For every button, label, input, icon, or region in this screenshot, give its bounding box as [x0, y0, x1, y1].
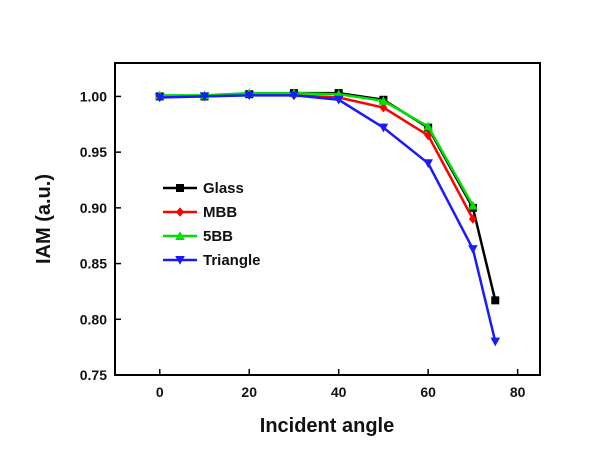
- legend-label-mbb: MBB: [203, 204, 237, 221]
- legend-marker-triangle: [175, 256, 185, 265]
- data-point-triangle: [333, 95, 344, 105]
- y-tick-label: 0.90: [80, 200, 107, 216]
- legend-item-glass: Glass: [163, 180, 244, 197]
- data-point-mbb: [379, 102, 388, 113]
- data-point-mbb: [424, 130, 433, 141]
- data-point-mbb: [468, 214, 477, 224]
- y-tick-label: 0.95: [80, 144, 107, 160]
- legend-label-glass: Glass: [203, 180, 244, 197]
- series-line-5bb: [159, 91, 474, 207]
- data-point-5bb: [423, 121, 433, 131]
- legend-item-mbb: MBB: [163, 204, 237, 221]
- data-point-5bb: [468, 200, 478, 210]
- x-tick-label: 20: [241, 384, 257, 400]
- x-tick-label: 80: [510, 384, 526, 400]
- data-point-triangle: [468, 245, 478, 254]
- y-axis-title: IAM (a.u.): [33, 174, 55, 264]
- y-tick-label: 0.80: [80, 311, 107, 327]
- legend-marker-mbb: [176, 207, 184, 217]
- legend-item-5bb: 5BB: [163, 228, 233, 245]
- data-point-glass: [491, 296, 500, 305]
- data-point-triangle: [289, 91, 299, 101]
- y-tick-label: 0.85: [80, 256, 107, 272]
- data-point-triangle: [490, 337, 501, 347]
- data-point-triangle: [199, 92, 210, 102]
- plot-frame: [114, 62, 541, 376]
- legend-label-5bb: 5BB: [203, 228, 233, 245]
- data-point-triangle: [244, 91, 255, 101]
- y-tick-label: 1.00: [80, 88, 107, 104]
- series-triangle: [154, 91, 501, 347]
- series-line-mbb: [159, 92, 474, 220]
- y-tick-label: 0.75: [80, 367, 107, 383]
- data-point-triangle: [423, 159, 433, 169]
- x-axis-title: Incident angle: [260, 415, 394, 437]
- legend-marker-glass: [176, 184, 184, 192]
- x-tick-label: 40: [331, 384, 347, 400]
- legend-label-triangle: Triangle: [203, 252, 261, 269]
- data-point-triangle: [378, 123, 389, 133]
- legend-item-triangle: Triangle: [163, 252, 261, 269]
- data-point-triangle: [154, 93, 165, 103]
- x-tick-label: 60: [420, 384, 436, 400]
- legend-marker-5bb: [175, 231, 185, 240]
- x-tick-label: 0: [156, 384, 164, 400]
- data-point-5bb: [378, 96, 389, 105]
